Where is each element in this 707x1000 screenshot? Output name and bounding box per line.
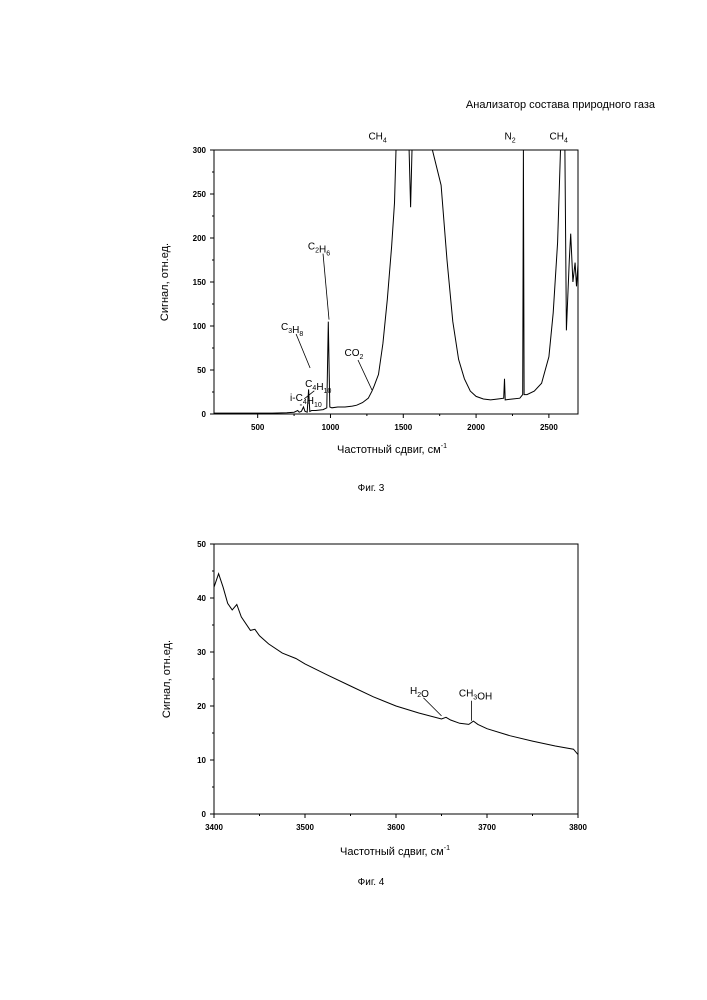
- annotation-label: H2O: [410, 686, 429, 700]
- series-line: [214, 574, 578, 755]
- y-tick-label: 300: [193, 146, 207, 155]
- x-tick-label: 3600: [387, 823, 405, 832]
- annotation-label: C2H6: [308, 242, 330, 258]
- y-tick-label: 200: [193, 234, 207, 243]
- x-tick-label: 1000: [322, 423, 340, 432]
- x-tick-label: 1500: [394, 423, 412, 432]
- y-tick-label: 50: [197, 366, 206, 375]
- x-tick-label: 3400: [205, 823, 223, 832]
- fig3-ylabel: Сигнал, отн.ед.: [159, 243, 171, 321]
- annotation-label: CH3OH: [459, 689, 492, 703]
- y-tick-label: 50: [197, 540, 206, 549]
- y-tick-label: 250: [193, 190, 207, 199]
- x-tick-label: 3800: [569, 823, 587, 832]
- x-tick-label: 500: [251, 423, 265, 432]
- y-tick-label: 100: [193, 322, 207, 331]
- annotation-arrow: [358, 360, 372, 390]
- x-tick-label: 2000: [467, 423, 485, 432]
- fig3-axes: 500 1000 1500 2000 2500 0 50 100 150 200 250 300: [193, 146, 578, 432]
- y-tick-label: 30: [197, 648, 206, 657]
- y-tick-label: 150: [193, 278, 207, 287]
- figure-caption-3: Фиг. 3: [358, 483, 385, 494]
- chart-fig-3: 500 1000 1500 2000 2500 0 50 100 150 200 250 300 Ча…: [159, 132, 578, 456]
- annotation-label: N2: [505, 132, 516, 145]
- y-tick-label: 40: [197, 594, 206, 603]
- annotation-label: CH4: [550, 132, 568, 145]
- x-tick-label: 3700: [478, 823, 496, 832]
- fig3-xlabel: Частотный сдвиг, см-1: [337, 443, 447, 456]
- fig4-ylabel: Сигнал, отн.ед.: [161, 640, 173, 718]
- annotation-label: i-C4H10: [290, 393, 322, 409]
- y-tick-label: 0: [202, 410, 207, 419]
- fig4-xlabel: Частотный сдвиг, см-1: [340, 845, 450, 858]
- plot-frame: [214, 544, 578, 814]
- figure-caption-4: Фиг. 4: [358, 877, 385, 888]
- y-tick-label: 0: [202, 810, 207, 819]
- x-tick-label: 2500: [540, 423, 558, 432]
- fig4-axes: 3400 3500 3600 3700 3800 0 10 20 30 40 50: [197, 540, 587, 832]
- annotation-arrow: [323, 254, 329, 320]
- annotation-arrow: [296, 334, 310, 368]
- annotation-label: C3H8: [281, 322, 303, 338]
- annotation-arrow: [424, 698, 442, 716]
- chart-fig-4: 3400 3500 3600 3700 3800 0 10 20 30 40 50 Частотны…: [161, 540, 587, 858]
- y-tick-label: 20: [197, 702, 206, 711]
- series-line: [214, 150, 578, 413]
- y-tick-label: 10: [197, 756, 206, 765]
- annotation-label: CO2: [345, 348, 364, 361]
- x-tick-label: 3500: [296, 823, 314, 832]
- annotation-label: CH4: [368, 132, 386, 145]
